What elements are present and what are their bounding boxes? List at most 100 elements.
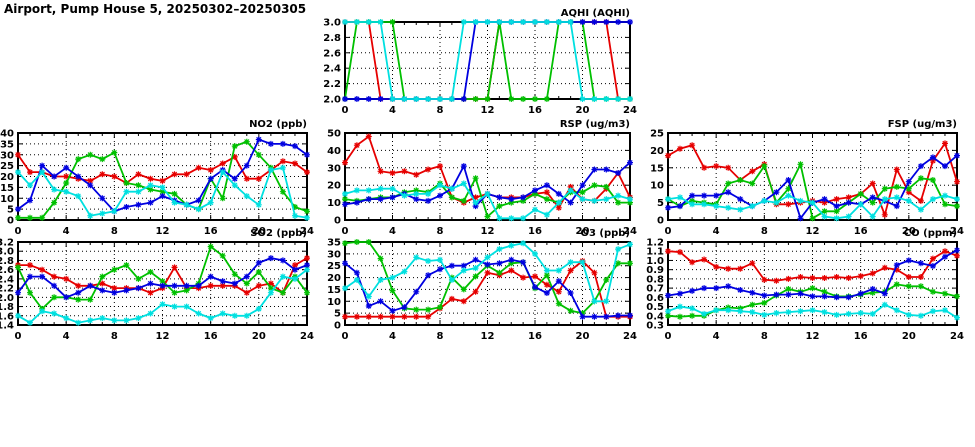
svg-text:0: 0 bbox=[15, 226, 22, 237]
svg-text:0: 0 bbox=[342, 105, 349, 116]
chart-title-fsp: FSP (ug/m3) bbox=[887, 119, 957, 130]
chart-title-so2: SO2 (ppb) bbox=[250, 228, 307, 239]
svg-text:1.6: 1.6 bbox=[0, 311, 14, 322]
svg-text:24: 24 bbox=[300, 226, 314, 237]
svg-text:0: 0 bbox=[334, 216, 341, 227]
svg-text:20: 20 bbox=[252, 331, 266, 342]
svg-text:16: 16 bbox=[854, 331, 868, 342]
svg-text:3.0: 3.0 bbox=[0, 247, 14, 258]
svg-text:10: 10 bbox=[0, 194, 14, 205]
svg-text:2.4: 2.4 bbox=[0, 274, 14, 285]
svg-text:12: 12 bbox=[806, 331, 820, 342]
svg-text:30: 30 bbox=[327, 249, 341, 260]
svg-text:8: 8 bbox=[761, 331, 768, 342]
svg-text:5: 5 bbox=[334, 309, 341, 320]
svg-text:40: 40 bbox=[0, 129, 14, 140]
svg-text:40: 40 bbox=[327, 146, 341, 157]
svg-text:0: 0 bbox=[342, 331, 349, 342]
aqhi-plot-canvas: 2.0 2.2 2.4 2.6 2.8 3.0 0 4 8 12 16 20 24 bbox=[323, 18, 637, 117]
svg-text:2.4: 2.4 bbox=[323, 64, 341, 75]
svg-text:15: 15 bbox=[327, 285, 341, 296]
svg-text:24: 24 bbox=[950, 226, 964, 237]
svg-text:8: 8 bbox=[437, 331, 444, 342]
svg-text:16: 16 bbox=[528, 331, 542, 342]
svg-text:8: 8 bbox=[761, 226, 768, 237]
svg-text:20: 20 bbox=[327, 181, 341, 192]
rsp-plot-canvas: 0 10 20 30 40 50 0 4 8 12 16 20 24 bbox=[327, 129, 637, 238]
svg-text:35: 35 bbox=[327, 238, 341, 249]
svg-text:12: 12 bbox=[481, 226, 495, 237]
svg-text:2.8: 2.8 bbox=[0, 256, 14, 267]
svg-text:4: 4 bbox=[389, 105, 396, 116]
svg-text:2.2: 2.2 bbox=[323, 79, 341, 90]
svg-text:12: 12 bbox=[806, 226, 820, 237]
svg-text:20: 20 bbox=[576, 105, 590, 116]
svg-text:10: 10 bbox=[650, 181, 664, 192]
svg-text:8: 8 bbox=[437, 226, 444, 237]
svg-text:0: 0 bbox=[657, 216, 664, 227]
svg-text:0.7: 0.7 bbox=[646, 284, 664, 295]
svg-text:1.1: 1.1 bbox=[646, 247, 664, 258]
svg-text:2.0: 2.0 bbox=[0, 293, 14, 304]
svg-text:16: 16 bbox=[204, 226, 218, 237]
chart-o3: O3 (ppb) 0 5 10 15 20 25 30 35 0 4 8 12 16 20 24 bbox=[311, 228, 644, 345]
svg-text:2.6: 2.6 bbox=[323, 48, 341, 59]
svg-text:20: 20 bbox=[902, 331, 916, 342]
svg-text:8: 8 bbox=[111, 226, 118, 237]
svg-text:3.0: 3.0 bbox=[323, 18, 341, 29]
svg-text:0: 0 bbox=[334, 321, 341, 332]
svg-text:0: 0 bbox=[7, 216, 14, 227]
svg-text:20: 20 bbox=[327, 273, 341, 284]
fsp-plot-canvas: 0 5 10 15 20 25 0 4 8 12 16 20 24 bbox=[650, 129, 964, 238]
svg-text:0.8: 0.8 bbox=[646, 274, 664, 285]
svg-text:0: 0 bbox=[665, 226, 672, 237]
svg-text:16: 16 bbox=[204, 331, 218, 342]
svg-text:0.6: 0.6 bbox=[646, 293, 664, 304]
chart-title-no2: NO2 (ppb) bbox=[249, 119, 307, 130]
svg-text:24: 24 bbox=[623, 226, 637, 237]
svg-text:2.6: 2.6 bbox=[0, 265, 14, 276]
svg-text:24: 24 bbox=[623, 331, 637, 342]
svg-text:0.3: 0.3 bbox=[646, 321, 664, 332]
svg-text:10: 10 bbox=[327, 198, 341, 209]
svg-text:3.2: 3.2 bbox=[0, 238, 14, 249]
chart-title-co: CO (ppm) bbox=[903, 228, 957, 239]
svg-text:1.4: 1.4 bbox=[0, 321, 14, 332]
svg-text:24: 24 bbox=[950, 331, 964, 342]
svg-text:12: 12 bbox=[481, 331, 495, 342]
chart-no2: NO2 (ppb) 0 5 10 15 20 25 30 35 40 0 4 8 12 16 20 24 bbox=[0, 119, 321, 240]
chart-aqhi: AQHI (AQHI) 2.0 2.2 2.4 2.6 2.8 3.0 0 4 8 12 16 20 2… bbox=[311, 8, 644, 119]
svg-text:12: 12 bbox=[481, 105, 495, 116]
svg-text:20: 20 bbox=[650, 146, 664, 157]
chart-title-aqhi: AQHI (AQHI) bbox=[560, 8, 630, 19]
svg-text:2.2: 2.2 bbox=[0, 284, 14, 295]
svg-text:10: 10 bbox=[327, 297, 341, 308]
svg-text:2.0: 2.0 bbox=[323, 95, 341, 106]
page-title: Airport, Pump House 5, 20250302–20250305 bbox=[4, 2, 307, 16]
chart-fsp: FSP (ug/m3) 0 5 10 15 20 25 0 4 8 12 16 20 24 bbox=[634, 119, 971, 240]
svg-text:20: 20 bbox=[576, 226, 590, 237]
svg-text:0.5: 0.5 bbox=[646, 302, 664, 313]
svg-text:0: 0 bbox=[15, 331, 22, 342]
svg-text:12: 12 bbox=[156, 331, 170, 342]
svg-text:30: 30 bbox=[0, 150, 14, 161]
svg-text:25: 25 bbox=[0, 161, 14, 172]
svg-text:0: 0 bbox=[342, 226, 349, 237]
chart-title-o3: O3 (ppb) bbox=[580, 228, 630, 239]
svg-text:15: 15 bbox=[0, 183, 14, 194]
chart-title-rsp: RSP (ug/m3) bbox=[559, 119, 630, 130]
svg-text:35: 35 bbox=[0, 139, 14, 150]
svg-text:4: 4 bbox=[389, 331, 396, 342]
svg-text:0.9: 0.9 bbox=[646, 265, 664, 276]
svg-text:25: 25 bbox=[650, 129, 664, 140]
chart-so2: SO2 (ppb) 1.41.61.82.02.22.42.62.83.03.2… bbox=[0, 228, 321, 345]
svg-text:30: 30 bbox=[327, 163, 341, 174]
svg-text:20: 20 bbox=[576, 331, 590, 342]
svg-text:24: 24 bbox=[623, 105, 637, 116]
svg-text:1.8: 1.8 bbox=[0, 302, 14, 313]
chart-rsp: RSP (ug/m3) 0 10 20 30 40 50 0 4 8 12 16 20 24 bbox=[311, 119, 644, 240]
svg-text:0: 0 bbox=[665, 331, 672, 342]
